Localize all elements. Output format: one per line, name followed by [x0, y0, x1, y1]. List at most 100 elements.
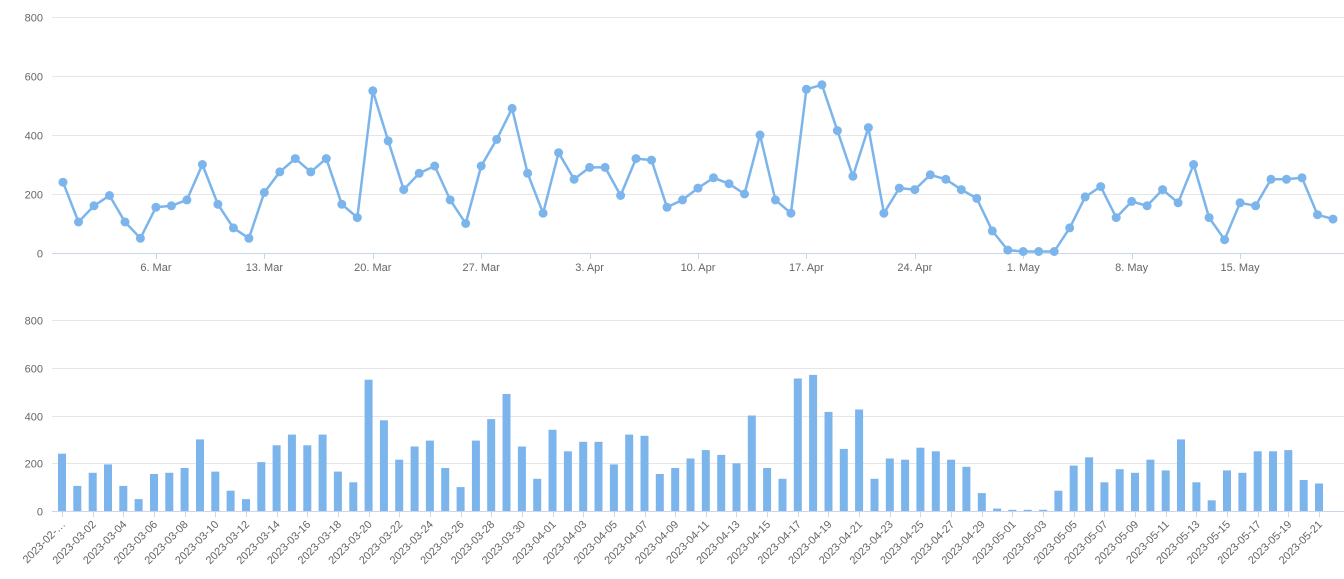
- bar[interactable]: [993, 508, 1002, 511]
- line-point-marker[interactable]: [105, 191, 114, 200]
- line-point-marker[interactable]: [1313, 210, 1322, 220]
- line-point-marker[interactable]: [616, 191, 626, 200]
- bar[interactable]: [732, 463, 741, 512]
- line-point-marker[interactable]: [1111, 213, 1121, 223]
- bar[interactable]: [242, 499, 250, 511]
- line-point-marker[interactable]: [1204, 213, 1214, 223]
- line-point-marker[interactable]: [306, 167, 316, 177]
- bar[interactable]: [855, 409, 864, 512]
- bar[interactable]: [1146, 459, 1155, 511]
- line-point-marker[interactable]: [383, 136, 393, 146]
- bar[interactable]: [1253, 451, 1262, 511]
- line-point-marker[interactable]: [1282, 174, 1291, 184]
- bar[interactable]: [73, 485, 82, 511]
- line-point-marker[interactable]: [1034, 247, 1044, 256]
- bar[interactable]: [379, 420, 388, 511]
- bar[interactable]: [1315, 483, 1323, 512]
- line-point-marker[interactable]: [678, 195, 687, 205]
- bar[interactable]: [196, 439, 204, 511]
- bar[interactable]: [947, 459, 956, 511]
- bar[interactable]: [671, 468, 680, 511]
- line-point-marker[interactable]: [817, 80, 827, 90]
- bar[interactable]: [303, 445, 312, 511]
- bar[interactable]: [134, 499, 143, 511]
- bar[interactable]: [1039, 509, 1048, 511]
- bar[interactable]: [165, 472, 174, 511]
- bar[interactable]: [104, 464, 112, 511]
- bar[interactable]: [701, 450, 710, 511]
- line-point-marker[interactable]: [786, 208, 796, 218]
- bar[interactable]: [364, 379, 373, 511]
- line-point-marker[interactable]: [58, 177, 68, 187]
- line-point-marker[interactable]: [585, 162, 595, 172]
- bar[interactable]: [962, 466, 971, 511]
- line-point-marker[interactable]: [492, 134, 502, 144]
- bar[interactable]: [502, 394, 511, 511]
- line-point-marker[interactable]: [770, 195, 780, 205]
- bar[interactable]: [211, 471, 220, 511]
- line-point-marker[interactable]: [972, 193, 982, 203]
- bar[interactable]: [931, 451, 940, 511]
- line-point-marker[interactable]: [507, 103, 517, 113]
- bar[interactable]: [778, 478, 787, 511]
- bar[interactable]: [655, 474, 664, 511]
- line-point-marker[interactable]: [600, 162, 610, 172]
- bar[interactable]: [257, 462, 266, 511]
- line-point-marker[interactable]: [1080, 192, 1090, 202]
- bar[interactable]: [349, 482, 358, 511]
- line-point-marker[interactable]: [1251, 201, 1261, 211]
- line-point-marker[interactable]: [74, 217, 83, 227]
- line-point-marker[interactable]: [352, 213, 362, 223]
- bar[interactable]: [226, 490, 235, 511]
- bar[interactable]: [563, 451, 572, 511]
- bar[interactable]: [425, 440, 434, 511]
- line-point-marker[interactable]: [1018, 247, 1028, 256]
- line-point-marker[interactable]: [1235, 198, 1245, 208]
- line-point-marker[interactable]: [863, 123, 873, 133]
- line-point-marker[interactable]: [275, 167, 285, 177]
- bar[interactable]: [916, 447, 925, 511]
- bar[interactable]: [1100, 482, 1109, 511]
- bar[interactable]: [1131, 472, 1139, 511]
- line-point-marker[interactable]: [693, 183, 703, 193]
- line-point-marker[interactable]: [1096, 182, 1106, 192]
- bar[interactable]: [824, 411, 833, 511]
- line-point-marker[interactable]: [1065, 223, 1075, 233]
- bar[interactable]: [1161, 470, 1170, 511]
- line-point-marker[interactable]: [368, 86, 378, 96]
- line-point-marker[interactable]: [414, 168, 424, 178]
- line-point-marker[interactable]: [910, 185, 920, 195]
- bar[interactable]: [579, 441, 588, 511]
- line-series[interactable]: [61, 83, 1335, 253]
- bar[interactable]: [625, 434, 634, 511]
- line-point-marker[interactable]: [1189, 160, 1199, 169]
- bar[interactable]: [870, 478, 879, 511]
- line-point-marker[interactable]: [166, 201, 176, 211]
- line-point-marker[interactable]: [709, 173, 718, 183]
- bar[interactable]: [1299, 480, 1308, 511]
- line-point-marker[interactable]: [89, 201, 99, 211]
- bar[interactable]: [180, 468, 189, 511]
- line-point-marker[interactable]: [987, 226, 997, 236]
- bar[interactable]: [410, 446, 419, 512]
- bar[interactable]: [333, 471, 342, 511]
- line-point-marker[interactable]: [848, 171, 858, 181]
- line-point-marker[interactable]: [197, 160, 207, 169]
- line-point-marker[interactable]: [213, 199, 223, 209]
- bar[interactable]: [1284, 450, 1293, 511]
- line-point-marker[interactable]: [569, 174, 579, 184]
- bar[interactable]: [1008, 509, 1017, 511]
- bar[interactable]: [517, 446, 526, 512]
- line-point-marker[interactable]: [755, 130, 765, 140]
- bar[interactable]: [901, 459, 910, 511]
- bar[interactable]: [318, 434, 327, 511]
- line-point-marker[interactable]: [430, 161, 440, 171]
- line-point-marker[interactable]: [1266, 174, 1276, 184]
- line-point-marker[interactable]: [337, 199, 347, 209]
- bar[interactable]: [717, 454, 726, 511]
- line-point-marker[interactable]: [832, 126, 842, 136]
- bar[interactable]: [594, 441, 603, 511]
- line-point-marker[interactable]: [523, 168, 533, 178]
- line-point-marker[interactable]: [461, 219, 471, 228]
- bar[interactable]: [1069, 465, 1078, 511]
